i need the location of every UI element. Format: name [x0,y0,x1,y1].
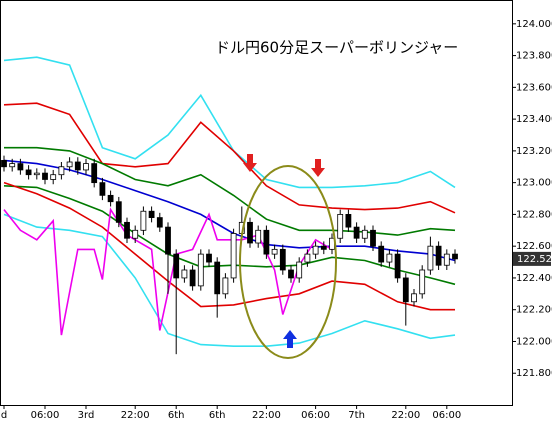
candle-body [107,194,114,203]
y-tick-label: 122.800 [516,209,552,220]
candle-body [304,253,311,263]
candle-body [255,229,262,244]
candle-body [411,293,417,303]
x-tick-label: 3rd [78,410,95,421]
x-tick-label: d [1,410,7,421]
plot-frame [0,0,513,406]
candle-body [148,210,155,218]
candle-body [140,210,147,231]
candle-body [435,245,442,266]
x-tick-label: 22:00 [391,410,420,421]
band-line [4,146,456,236]
candle-body [370,229,376,247]
x-tick-label: 06:00 [301,410,330,421]
candle-body [132,229,139,239]
y-tick-label: 122.000 [516,336,552,347]
candle-body [378,245,385,263]
candle-body [443,253,450,266]
candle-body [353,226,360,239]
candle-body [1,160,7,168]
x-tick-label: 6th [168,410,185,421]
candle-body [156,217,163,228]
band-line [3,213,456,347]
band-line [3,102,456,214]
candle-body [66,161,73,168]
candle-body [296,261,303,279]
candle-body [329,237,335,250]
band-line [3,207,333,336]
candle-body [312,245,319,255]
candle-body [189,269,196,287]
candle-body [222,277,229,295]
candle-body [58,166,65,176]
candle-body [452,253,458,260]
candle-body [402,277,409,303]
candle-body [271,248,278,255]
y-tick-label: 123.000 [516,178,552,189]
up-arrow [283,330,297,348]
y-tick-label: 123.400 [516,114,552,125]
candle-body [279,248,286,271]
candle-body [337,214,344,239]
y-tick-label: 124.000 [516,19,552,30]
candle-body [9,163,16,168]
candle-body [320,245,327,250]
candle-body [25,169,32,176]
candle-body [394,253,401,279]
candle-body [361,229,368,239]
candle-body [288,269,294,279]
candle-body [181,269,188,279]
candle-body [230,233,237,279]
candle-body [33,172,40,176]
x-tick-label: 7th [348,410,365,421]
candle-body [50,174,57,180]
candle-body [206,253,212,263]
candle-body [197,253,204,287]
y-tick-label: 123.200 [516,146,552,157]
candle-body [247,221,253,244]
candle-body [74,161,81,171]
candle-body [345,214,352,228]
candle-body [17,163,24,171]
candle-body [386,253,393,263]
chart-title: ドル円60分足スーパーボリンジャー [215,39,458,57]
y-tick-label: 122.200 [516,305,552,316]
x-tick-label: 06:00 [31,410,60,421]
candle-body [91,163,98,184]
candle-body [419,269,426,295]
down-arrow [311,159,325,177]
plot [1,56,458,355]
y-tick-label: 122.400 [516,273,552,284]
candle-body [42,172,48,180]
candle-body [173,253,180,279]
band-line [3,181,455,311]
last-price-box [513,251,551,266]
candle-body [83,163,89,171]
x-tick-label: 22:00 [252,410,281,421]
x-tick-label: 06:00 [432,410,461,421]
x-tick-label: 6th [209,410,226,421]
candle-body [214,261,221,295]
y-tick-label: 123.800 [516,51,552,62]
highlight-ellipse [239,165,337,359]
x-tick-label: 22:00 [121,410,150,421]
candle-body [124,221,130,239]
last-price-label: 122.52 [517,254,552,265]
down-arrow [243,154,257,172]
candle-body [427,245,434,271]
y-tick-label: 121.800 [516,368,552,379]
candle-body [99,182,106,196]
candle-body [165,226,171,255]
y-tick-label: 123.600 [516,82,552,93]
candle-body [115,201,122,223]
y-tick-label: 122.600 [516,241,552,252]
candle-body [263,229,270,255]
